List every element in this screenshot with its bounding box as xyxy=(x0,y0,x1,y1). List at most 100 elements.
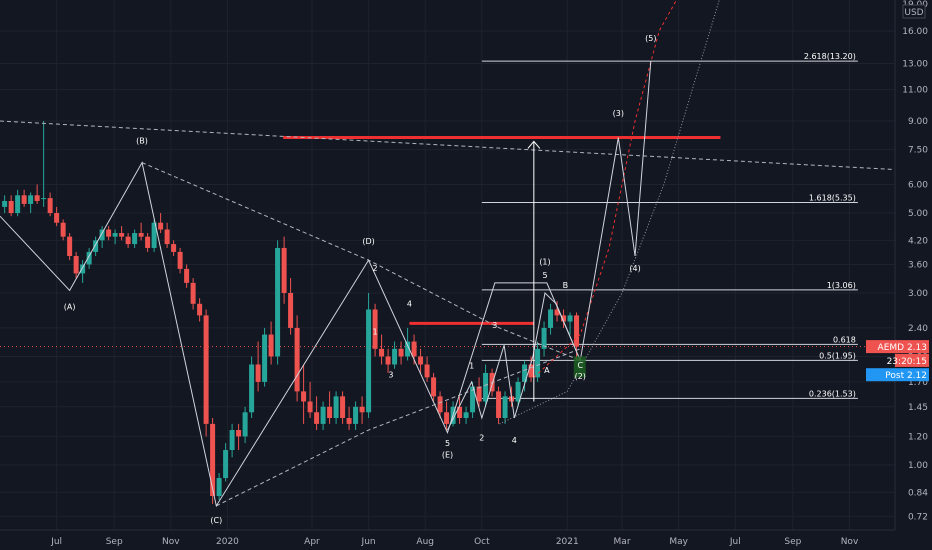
wave-label-14: (1) xyxy=(539,257,550,266)
time-tick-label-13: Nov xyxy=(841,537,859,547)
candle-body-76 xyxy=(496,391,502,418)
price-tick-label-0: 0.72 xyxy=(908,512,928,522)
trend-line-2 xyxy=(216,348,581,507)
candle-body-52 xyxy=(340,396,346,418)
price-badge-label-0: AEMD 2.13 xyxy=(878,343,927,353)
candle-body-34 xyxy=(223,450,229,479)
time-tick-label-5: Jun xyxy=(361,537,376,547)
wave-label-4: 2 xyxy=(373,264,378,273)
price-tick-label-16: 13.00 xyxy=(902,59,928,69)
candle-body-74 xyxy=(483,372,489,402)
candle-body-30 xyxy=(197,303,203,316)
price-badge-label-2: Post 2.12 xyxy=(885,371,927,381)
candle-body-58 xyxy=(379,348,385,357)
candle-body-62 xyxy=(405,341,411,357)
candle-body-65 xyxy=(424,364,430,378)
candle-body-57 xyxy=(372,309,378,349)
price-axis[interactable]: 0.720.841.001.201.451.702.002.403.003.60… xyxy=(894,0,932,550)
fib-level-label-5: 0.236(1.53) xyxy=(809,389,856,398)
elliott-subwave-path xyxy=(447,291,581,431)
time-tick-label-4: Apr xyxy=(304,537,320,547)
candle-body-50 xyxy=(327,406,333,418)
candle-body-49 xyxy=(320,406,326,424)
price-badges: AEMD 2.13 23:20:15 Post 2.12 xyxy=(866,340,929,382)
candle-body-48 xyxy=(314,412,320,424)
candle-body-35 xyxy=(229,430,235,451)
candle-body-73 xyxy=(476,386,482,402)
candle-body-54 xyxy=(353,406,359,424)
time-tick-label-10: May xyxy=(669,537,688,547)
candle-body-28 xyxy=(184,268,190,283)
candle-body-12 xyxy=(80,264,86,274)
time-tick-label-2: Nov xyxy=(162,537,180,547)
price-tick-label-4: 1.45 xyxy=(908,403,928,413)
candle-body-61 xyxy=(398,348,404,357)
candle-body-53 xyxy=(346,417,352,424)
trend-line-1 xyxy=(141,162,581,361)
time-tick-label-11: Jul xyxy=(729,537,741,547)
wave-label-15: 5 xyxy=(542,271,547,280)
candle-body-8 xyxy=(54,213,60,223)
time-axis-background xyxy=(0,530,932,550)
candle-body-46 xyxy=(301,391,307,402)
wave-label-21: (4) xyxy=(629,264,640,273)
price-tick-label-10: 4.20 xyxy=(908,236,928,246)
time-tick-label-0: Jul xyxy=(50,537,62,547)
wave-label-8: 5 xyxy=(445,439,450,448)
candle-body-4 xyxy=(28,195,34,204)
fib-level-label-2: 1(3.06) xyxy=(827,281,856,290)
currency-label: USD xyxy=(904,8,923,18)
price-tick-label-17: 16.00 xyxy=(902,27,928,37)
price-badge-2 xyxy=(866,368,929,382)
price-tick-label-9: 3.60 xyxy=(908,260,928,270)
candle-body-10 xyxy=(67,236,73,256)
candle-body-13 xyxy=(86,251,92,265)
price-tick-label-8: 3.00 xyxy=(908,289,928,299)
candle-body-7 xyxy=(47,198,53,214)
candle-body-39 xyxy=(255,364,261,382)
candle-body-2 xyxy=(15,195,21,214)
candle-body-51 xyxy=(333,396,339,418)
price-tick-label-12: 6.00 xyxy=(908,180,928,190)
candle-body-77 xyxy=(502,396,508,418)
trend-lines xyxy=(0,0,896,507)
time-tick-label-1: Sep xyxy=(106,537,123,547)
price-tick-label-1: 0.84 xyxy=(908,488,928,498)
candle-body-63 xyxy=(411,341,417,357)
wave-label-10: 1 xyxy=(469,362,474,371)
wave-label-17: B xyxy=(563,281,569,290)
candle-body-55 xyxy=(359,406,365,413)
candle-body-56 xyxy=(366,309,372,413)
candle-body-60 xyxy=(392,348,398,365)
wave-label-0: (A) xyxy=(64,302,76,311)
candle-body-27 xyxy=(177,251,183,269)
candles xyxy=(2,121,580,504)
wave-label-1: (B) xyxy=(136,136,148,145)
elliott-wave-path xyxy=(0,61,652,508)
time-axis[interactable]: Jul Sep Nov 2020 Apr Jun Aug Oct 2021 Mar May Jul Se… xyxy=(0,529,932,550)
time-tick-label-7: Oct xyxy=(474,537,490,547)
wave-label-20: (3) xyxy=(613,109,624,118)
wave-paths xyxy=(0,61,652,508)
candle-body-86 xyxy=(561,315,567,322)
time-tick-label-3: 2020 xyxy=(216,537,239,547)
wave-label-18: C xyxy=(577,361,583,370)
candle-body-66 xyxy=(431,377,437,397)
price-tick-label-5: 1.70 xyxy=(908,378,928,388)
price-tick-label-7: 2.40 xyxy=(908,324,928,334)
price-tick-label-3: 1.20 xyxy=(908,432,928,442)
candle-body-79 xyxy=(515,381,521,402)
candle-body-17 xyxy=(112,233,118,237)
wave-label-6: 3 xyxy=(388,370,393,379)
candle-body-20 xyxy=(132,233,138,245)
price-tick-label-15: 11.00 xyxy=(902,86,928,96)
highlight-box xyxy=(573,356,586,378)
candle-body-11 xyxy=(73,255,79,274)
fib-level-label-1: 1.618(5.35) xyxy=(809,193,856,202)
candle-body-85 xyxy=(554,309,560,316)
candle-body-18 xyxy=(119,233,125,237)
trend-line-0 xyxy=(0,120,896,171)
wave-label-9: (E) xyxy=(442,450,453,459)
